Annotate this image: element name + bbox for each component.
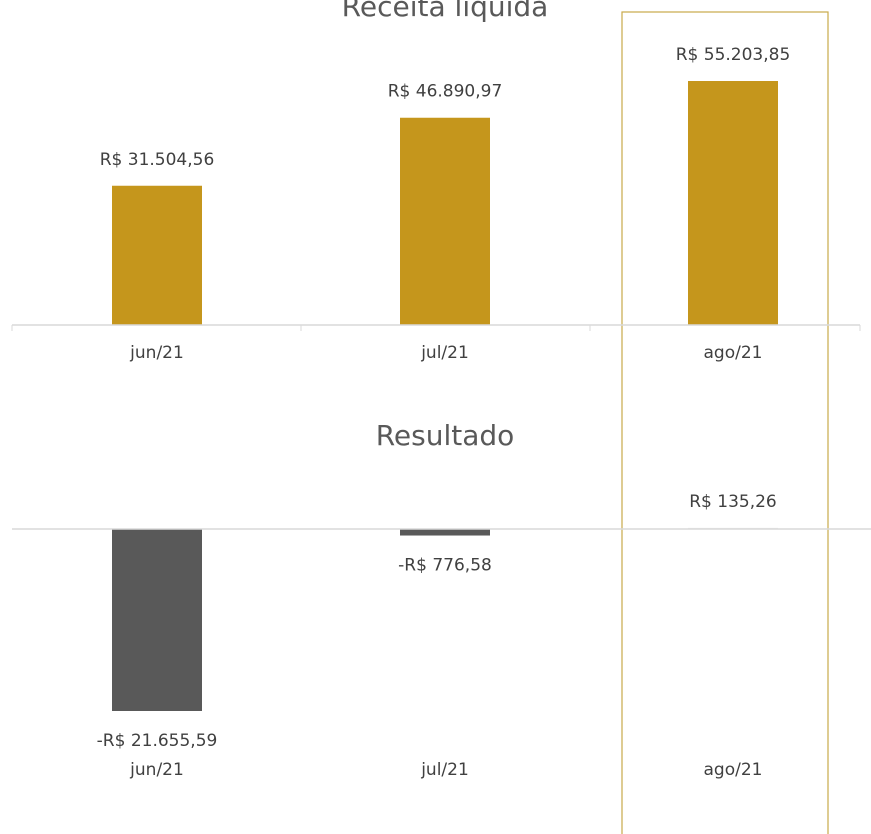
data-label: R$ 31.504,56 [100, 150, 215, 170]
bar [400, 529, 490, 536]
data-label: R$ 46.890,97 [388, 82, 503, 102]
bar [400, 117, 490, 326]
bar [112, 185, 202, 325]
data-label: -R$ 776,58 [398, 556, 492, 576]
data-label: R$ 55.203,85 [676, 45, 791, 65]
bar [688, 81, 778, 325]
highlight-box [621, 11, 829, 834]
chart-title: Receita líquida [342, 0, 549, 23]
x-tick-label: jul/21 [420, 760, 469, 780]
x-tick-label: ago/21 [704, 343, 763, 363]
bar [112, 529, 202, 711]
x-tick-label: ago/21 [704, 760, 763, 780]
x-tick-label: jul/21 [420, 343, 469, 363]
data-label: -R$ 21.655,59 [97, 731, 218, 751]
data-label: R$ 135,26 [689, 492, 777, 512]
chart-title: Resultado [376, 419, 515, 452]
x-tick-label: jun/21 [129, 343, 184, 363]
x-tick-label: jun/21 [129, 760, 184, 780]
